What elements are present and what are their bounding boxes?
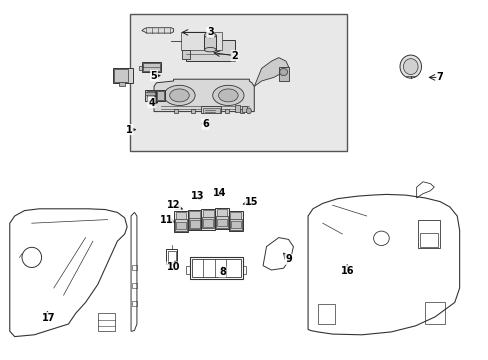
Ellipse shape (403, 59, 417, 75)
Ellipse shape (218, 89, 238, 102)
Bar (190, 109, 194, 113)
Bar (207, 109, 211, 113)
Bar (239, 109, 243, 113)
Ellipse shape (204, 48, 216, 52)
Bar (176, 222, 185, 229)
Bar (203, 220, 213, 227)
Bar (185, 40, 234, 61)
Bar (146, 91, 153, 100)
Text: 2: 2 (231, 51, 238, 61)
Text: 16: 16 (340, 266, 353, 276)
Text: 17: 17 (42, 312, 56, 323)
Bar (181, 32, 222, 50)
Ellipse shape (279, 68, 287, 76)
Bar (166, 249, 177, 264)
Bar (167, 251, 175, 262)
Text: 9: 9 (285, 254, 291, 264)
Bar (201, 209, 215, 230)
Bar (230, 212, 241, 219)
Bar (204, 35, 216, 50)
Bar (188, 218, 200, 229)
Bar (216, 216, 227, 228)
Bar (189, 220, 199, 228)
Bar (132, 283, 137, 288)
Text: 11: 11 (159, 215, 173, 225)
Bar (142, 62, 161, 72)
Bar (139, 66, 142, 70)
Ellipse shape (204, 33, 216, 38)
Bar (174, 211, 187, 232)
Bar (230, 221, 240, 228)
Bar (229, 219, 241, 230)
Bar (175, 219, 186, 231)
Bar (187, 210, 201, 230)
Bar (202, 217, 214, 228)
Bar (417, 220, 439, 248)
Bar (119, 82, 125, 86)
Text: 12: 12 (166, 200, 180, 210)
Bar (201, 106, 221, 113)
Ellipse shape (163, 85, 195, 105)
Bar (224, 109, 228, 113)
Bar (191, 259, 240, 277)
Bar (419, 233, 437, 247)
Text: 3: 3 (206, 27, 213, 37)
Bar (132, 265, 137, 270)
Bar (203, 108, 219, 113)
Text: 10: 10 (166, 262, 180, 272)
Text: 14: 14 (213, 188, 226, 198)
Text: 5: 5 (150, 71, 157, 81)
Bar (129, 14, 346, 151)
Bar (175, 212, 186, 219)
Ellipse shape (246, 108, 251, 114)
Bar (425, 302, 444, 324)
Bar (157, 91, 163, 100)
Text: 13: 13 (191, 191, 204, 201)
Bar (215, 208, 228, 229)
Bar (278, 67, 288, 81)
Polygon shape (154, 79, 254, 112)
Bar (132, 301, 137, 306)
Text: 1: 1 (126, 125, 133, 135)
Polygon shape (142, 28, 173, 33)
Bar (189, 211, 200, 218)
Bar (113, 68, 133, 83)
Text: 8: 8 (219, 267, 225, 277)
Ellipse shape (399, 55, 421, 78)
Ellipse shape (212, 85, 244, 105)
Bar (228, 211, 242, 231)
Bar (145, 90, 155, 101)
Text: 15: 15 (244, 197, 258, 207)
Ellipse shape (169, 89, 189, 102)
Bar (155, 90, 165, 101)
Bar (114, 69, 128, 82)
Bar (216, 209, 227, 216)
Bar (189, 257, 242, 279)
Bar (182, 50, 189, 59)
Bar (234, 105, 239, 112)
Polygon shape (254, 58, 288, 86)
Bar (203, 210, 213, 217)
Bar (217, 219, 226, 226)
Bar (231, 51, 237, 59)
Text: 7: 7 (436, 72, 443, 82)
Bar (145, 92, 155, 95)
Bar (242, 106, 246, 112)
Bar (98, 313, 115, 331)
Text: 6: 6 (202, 119, 208, 129)
Text: 4: 4 (148, 98, 155, 108)
Bar (317, 304, 334, 324)
Bar (173, 109, 177, 113)
Bar (142, 63, 160, 71)
